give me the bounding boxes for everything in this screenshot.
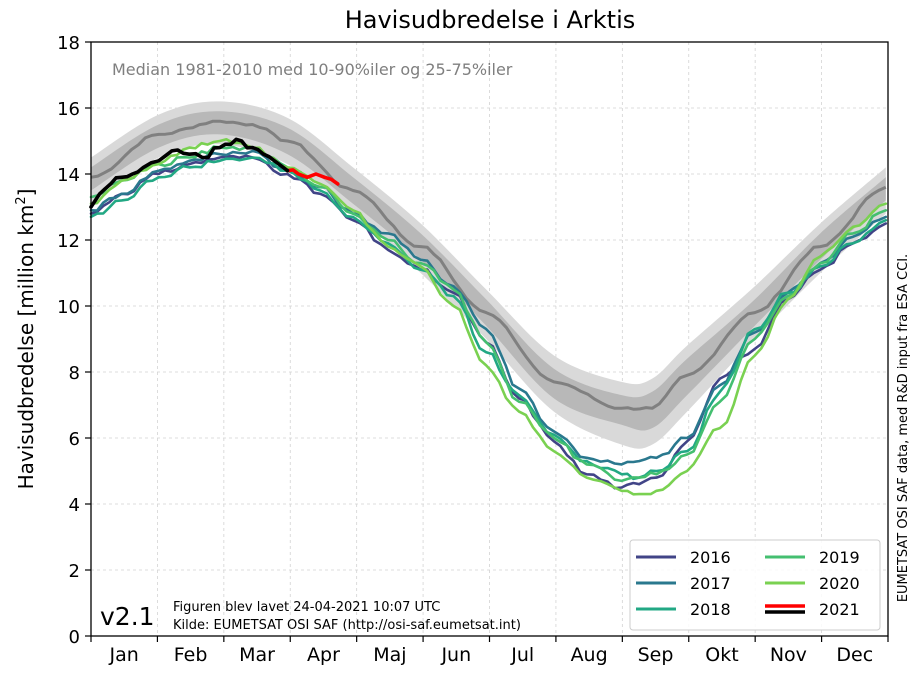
y-tick-label-7: 14	[57, 165, 80, 186]
legend: 2016 2019 2017 2020 2018 2021	[629, 539, 881, 631]
grid-lines	[91, 42, 888, 636]
y-axis-ticks: 0 2 4 6 8 10 12 14 16 18	[57, 33, 91, 648]
series-line-2021-recent	[285, 168, 340, 186]
legend-label-2019: 2019	[819, 548, 860, 567]
x-axis-month-labels: Jan Feb Mar Apr Maj Jun Jul Aug Sep Okt Nov Dec	[90, 636, 889, 666]
legend-label-2021: 2021	[819, 600, 860, 619]
y-tick-label-3: 6	[69, 429, 80, 450]
version-label: v2.1	[100, 602, 155, 631]
side-credit: EUMETSAT OSI SAF data, med R&D input fra…	[896, 254, 911, 602]
percentile-bands	[91, 101, 886, 449]
footer-source: Kilde: EUMETSAT OSI SAF (http://osi-saf.…	[173, 618, 521, 633]
series-lines	[89, 137, 888, 496]
legend-label-2020: 2020	[819, 574, 860, 593]
median-note: Median 1981-2010 med 10-90%iler og 25-75…	[112, 60, 513, 79]
y-tick-label-4: 8	[69, 363, 80, 384]
y-tick-label-1: 2	[69, 561, 80, 582]
y-axis-label: Havisudbredelse [million km2]	[14, 189, 38, 490]
x-tick-label-jan: Jan	[109, 644, 139, 666]
legend-label-2016: 2016	[690, 548, 731, 567]
series-line-2021	[89, 137, 290, 209]
y-tick-label-2: 4	[69, 495, 80, 516]
x-tick-label-apr: Apr	[307, 644, 340, 666]
x-tick-label-feb: Feb	[174, 644, 208, 666]
x-tick-label-aug: Aug	[571, 644, 608, 666]
median-line	[90, 119, 887, 411]
series-line-2018	[89, 156, 888, 481]
x-tick-label-mar: Mar	[239, 644, 275, 666]
y-tick-label-8: 16	[57, 99, 80, 120]
series-line-2020	[89, 138, 888, 496]
legend-label-2018: 2018	[690, 600, 731, 619]
series-line-2017	[89, 149, 888, 466]
x-tick-label-okt: Okt	[705, 644, 738, 666]
x-tick-label-maj: Maj	[373, 644, 406, 666]
y-tick-label-0: 0	[69, 627, 80, 648]
legend-box	[629, 539, 881, 631]
x-tick-label-nov: Nov	[770, 644, 807, 666]
y-tick-label-6: 12	[57, 231, 80, 252]
x-tick-label-jun: Jun	[440, 644, 471, 666]
x-tick-label-sep: Sep	[638, 644, 674, 666]
footer-created: Figuren blev lavet 24-04-2021 10:07 UTC	[173, 600, 440, 615]
x-tick-label-jul: Jul	[510, 644, 534, 666]
legend-label-2017: 2017	[690, 574, 731, 593]
median-line-group	[90, 119, 887, 411]
y-tick-label-9: 18	[57, 33, 80, 54]
y-tick-label-5: 10	[57, 297, 80, 318]
x-tick-label-dec: Dec	[836, 644, 873, 666]
chart-title: Havisudbredelse i Arktis	[345, 6, 636, 34]
